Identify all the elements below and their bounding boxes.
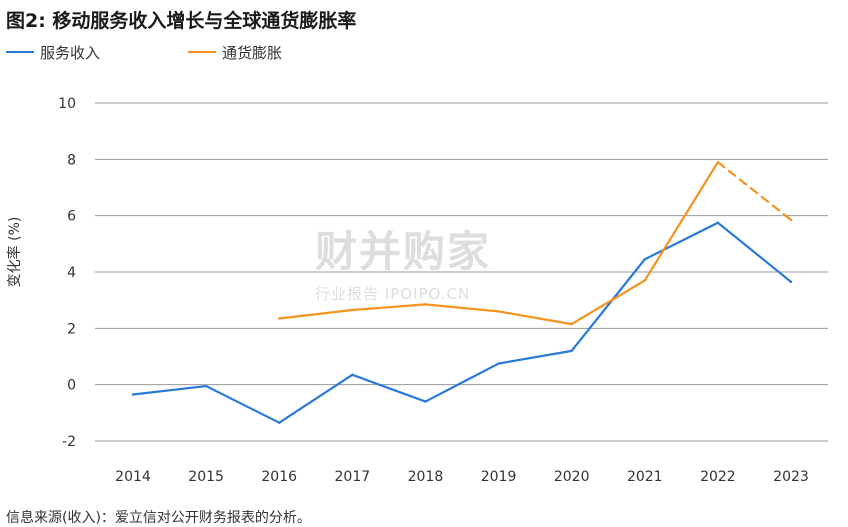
series-0-point xyxy=(497,362,500,365)
series-0-point xyxy=(789,280,793,284)
series-0-point xyxy=(204,384,208,388)
series-0-point xyxy=(278,421,281,424)
source-note: 信息来源(收入)：爱立信对公开财务报表的分析。 xyxy=(6,510,311,526)
x-tick-label: 2018 xyxy=(408,469,444,485)
series-1-segment xyxy=(351,303,427,312)
series-0-segment xyxy=(497,349,573,365)
series-1-segment xyxy=(570,279,646,326)
series-0-segment xyxy=(205,384,281,424)
y-tick-label: 10 xyxy=(58,96,76,112)
series-1-point xyxy=(643,279,646,282)
series-0-point xyxy=(570,349,573,353)
y-axis-title: 变化率 (%) xyxy=(6,217,23,288)
series-1-point xyxy=(351,308,354,312)
series-1-segment xyxy=(497,310,573,326)
x-tick-label: 2015 xyxy=(188,469,224,485)
series-1-point xyxy=(716,160,720,164)
legend-swatch-revenue xyxy=(6,50,34,53)
series-1-point xyxy=(278,317,281,320)
y-tick-label: 4 xyxy=(67,265,76,281)
series-0-segment xyxy=(351,373,427,403)
series-1-segment xyxy=(424,303,500,313)
y-tick-label: 0 xyxy=(67,378,76,394)
x-tick-label: 2016 xyxy=(261,469,297,485)
series-0-point xyxy=(351,373,354,377)
legend-item-revenue: 服务收入 xyxy=(6,42,100,63)
x-axis-ticks: 2014 2015 2016 2017 2018 2019 2020 2021 2022 2023 xyxy=(115,469,809,485)
series-1-point xyxy=(570,322,573,326)
series-0-segment xyxy=(570,258,646,352)
y-tick-label: 8 xyxy=(67,152,76,168)
series-0-segment xyxy=(643,221,719,261)
series-1-segment xyxy=(716,161,793,221)
series-0-point xyxy=(643,258,646,261)
y-tick-label: 6 xyxy=(67,209,76,225)
series-1-point xyxy=(497,310,500,313)
series-0-segment xyxy=(278,373,354,424)
legend-swatch-inflation xyxy=(188,50,216,53)
y-tick-label: -2 xyxy=(62,434,76,450)
legend-label-inflation: 通货膨胀 xyxy=(222,44,283,62)
series-1-point xyxy=(424,303,427,306)
x-tick-label: 2019 xyxy=(481,469,517,485)
x-tick-label: 2021 xyxy=(627,469,663,485)
series-1-segment xyxy=(278,308,354,320)
legend-item-inflation: 通货膨胀 xyxy=(188,42,282,63)
y-axis-ticks: 10 8 6 4 2 0 -2 xyxy=(58,96,76,450)
chart-title: 图2: 移动服务收入增长与全球通货膨胀率 xyxy=(6,10,357,32)
series-0-segment xyxy=(131,384,208,396)
legend-label-revenue: 服务收入 xyxy=(40,44,101,62)
series-1-point xyxy=(789,218,793,222)
x-tick-label: 2020 xyxy=(554,469,590,485)
x-tick-label: 2022 xyxy=(700,469,736,485)
series-0-point xyxy=(424,400,427,403)
series-0-point xyxy=(716,221,720,224)
series-1-segment xyxy=(643,161,719,282)
x-tick-label: 2023 xyxy=(773,469,809,485)
x-tick-label: 2014 xyxy=(115,469,151,485)
x-tick-label: 2017 xyxy=(335,469,371,485)
series-0-segment xyxy=(716,221,793,283)
series-0-segment xyxy=(424,362,500,403)
gridlines xyxy=(95,102,828,442)
series-0-point xyxy=(131,393,135,396)
series-lines xyxy=(131,160,793,424)
y-tick-label: 2 xyxy=(67,321,76,337)
